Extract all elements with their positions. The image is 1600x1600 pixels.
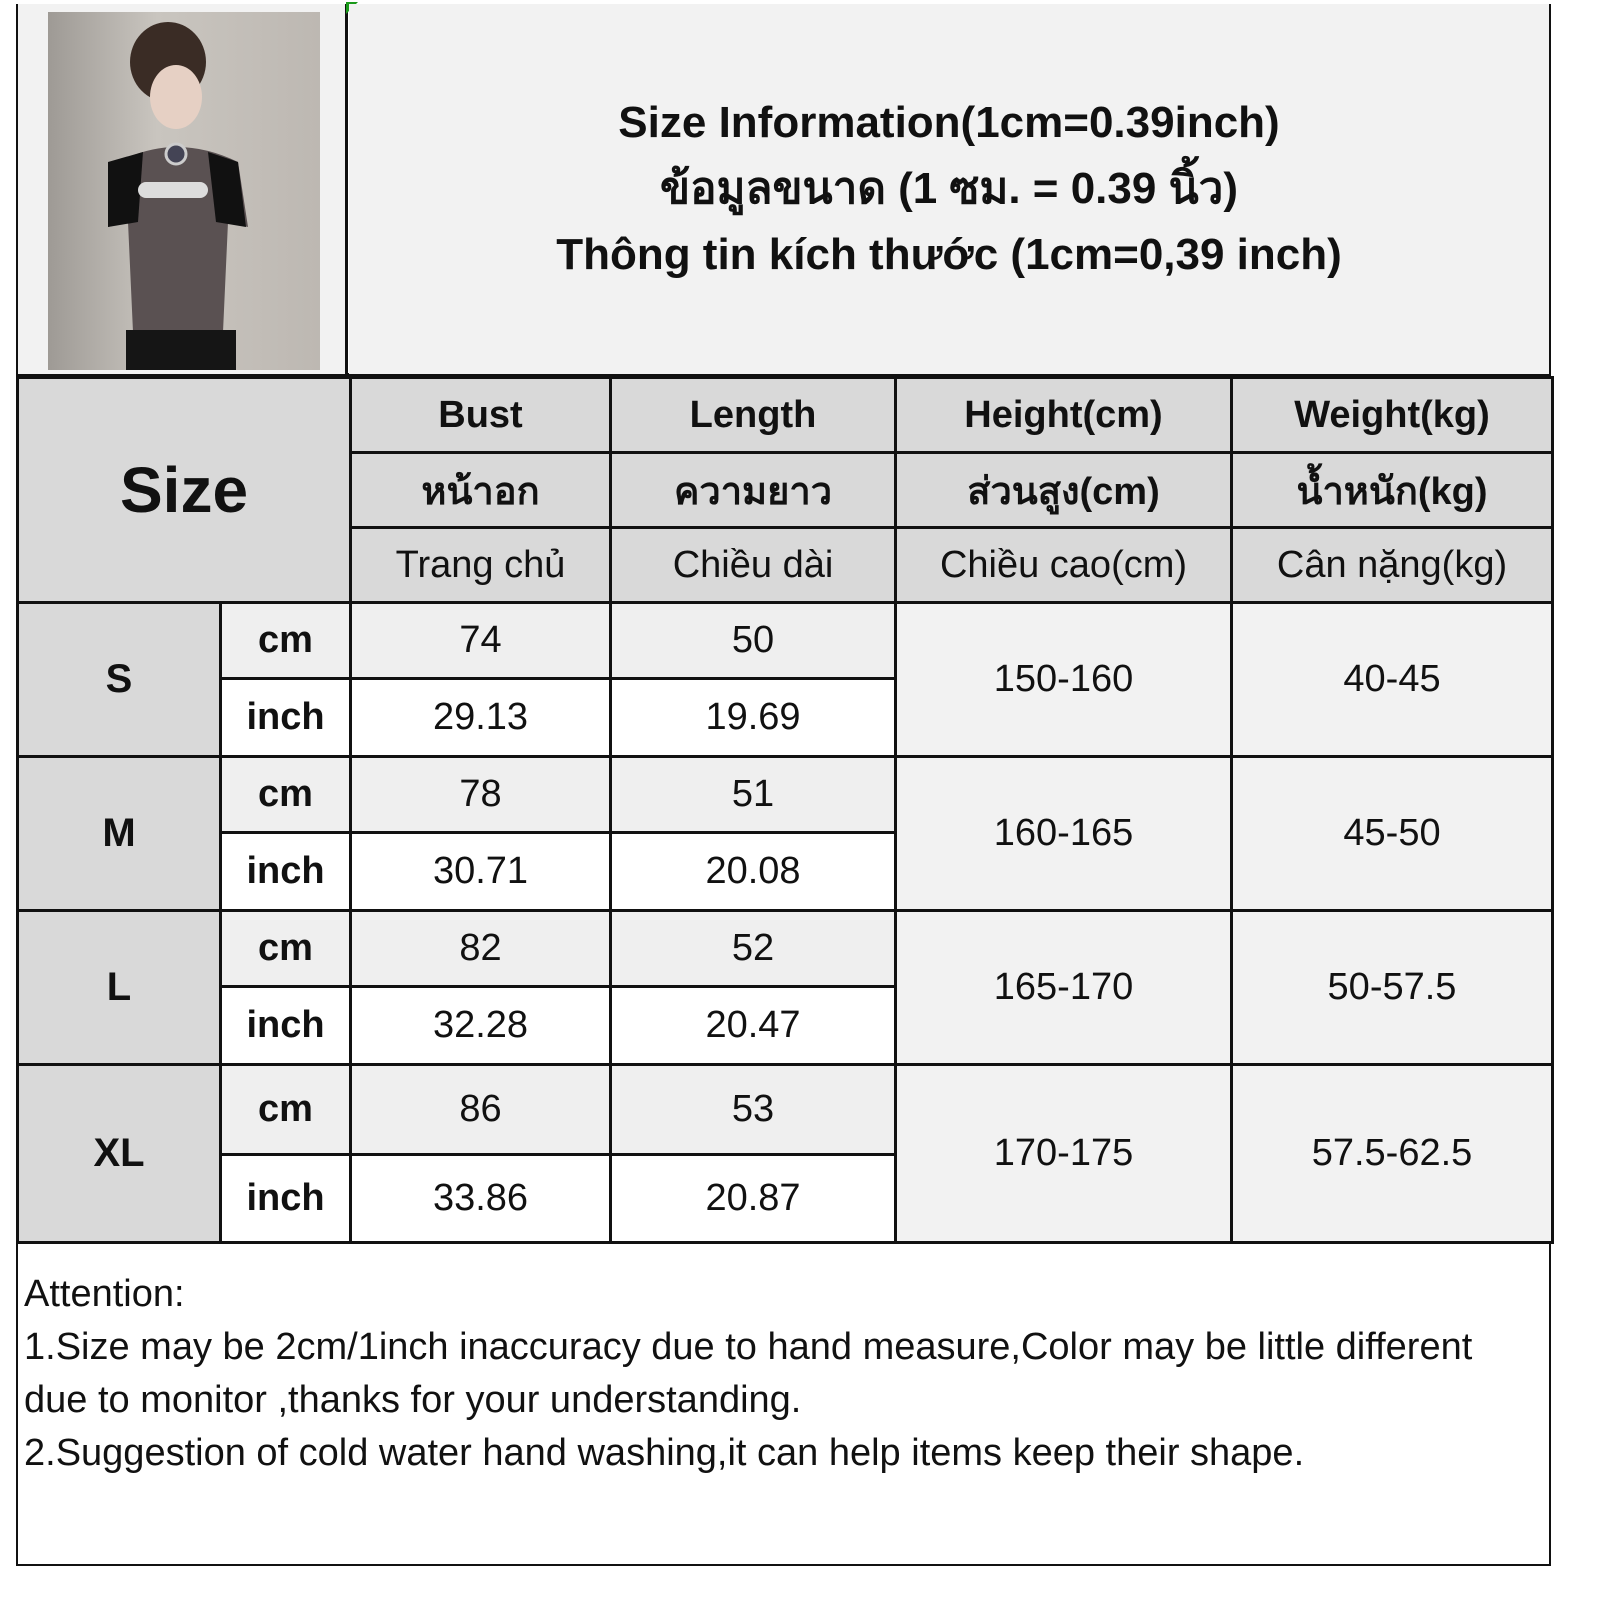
note-2: 2.Suggestion of cold water hand washing,… [24,1432,1305,1474]
height-range: 170-175 [894,1063,1233,1244]
col-height-vi: Chiều cao(cm) [894,526,1233,604]
col-length-vi: Chiều dài [609,526,897,604]
col-weight-th: น้ำหนัก(kg) [1230,451,1554,529]
col-bust-th: หน้าอก [349,451,612,529]
col-bust-vi: Trang chủ [349,526,612,604]
weight-range: 40-45 [1230,601,1554,758]
weight-range: 57.5-62.5 [1230,1063,1554,1244]
bust-cm: 74 [349,601,612,680]
notes-heading: Attention: [24,1273,185,1315]
bust-inch: 32.28 [349,985,612,1066]
col-weight-vi: Cân nặng(kg) [1230,526,1554,604]
size-l: L [16,909,222,1066]
product-photo-cell [18,4,348,374]
bust-cm: 86 [349,1063,612,1156]
bust-inch: 33.86 [349,1153,612,1244]
unit-inch: inch [219,831,352,912]
unit-cm: cm [219,755,352,834]
length-cm: 53 [609,1063,897,1156]
bust-cm: 82 [349,909,612,988]
size-s: S [16,601,222,758]
length-cm: 50 [609,601,897,680]
size-header: Size [16,376,352,604]
length-inch: 20.87 [609,1153,897,1244]
length-cm: 51 [609,755,897,834]
note-1: 1.Size may be 2cm/1inch inaccuracy due t… [24,1326,1473,1421]
length-inch: 19.69 [609,677,897,758]
col-bust-en: Bust [349,376,612,454]
col-height-en: Height(cm) [894,376,1233,454]
size-table: Size Bust Length Height(cm) Weight(kg) ห… [16,376,1554,1244]
bust-cm: 78 [349,755,612,834]
title-vi: Thông tin kích thước (1cm=0,39 inch) [556,230,1342,279]
unit-inch: inch [219,1153,352,1244]
weight-range: 45-50 [1230,755,1554,912]
col-length-en: Length [609,376,897,454]
unit-cm: cm [219,601,352,680]
bust-inch: 29.13 [349,677,612,758]
unit-inch: inch [219,677,352,758]
length-inch: 20.47 [609,985,897,1066]
title-th: ข้อมูลขนาด (1 ซม. = 0.39 นิ้ว) [659,164,1238,213]
product-photo [48,12,320,370]
height-range: 165-170 [894,909,1233,1066]
title-block: Size Information(1cm=0.39inch) ข้อมูลขนา… [349,4,1549,374]
size-xl: XL [16,1063,222,1244]
length-cm: 52 [609,909,897,988]
header-section: Size Information(1cm=0.39inch) ข้อมูลขนา… [16,2,1551,376]
length-inch: 20.08 [609,831,897,912]
size-m: M [16,755,222,912]
bust-inch: 30.71 [349,831,612,912]
col-height-th: ส่วนสูง(cm) [894,451,1233,529]
title-en: Size Information(1cm=0.39inch) [618,98,1280,147]
col-length-th: ความยาว [609,451,897,529]
unit-cm: cm [219,1063,352,1156]
col-weight-en: Weight(kg) [1230,376,1554,454]
height-range: 160-165 [894,755,1233,912]
weight-range: 50-57.5 [1230,909,1554,1066]
unit-inch: inch [219,985,352,1066]
unit-cm: cm [219,909,352,988]
height-range: 150-160 [894,601,1233,758]
attention-notes: Attention: 1.Size may be 2cm/1inch inacc… [24,1268,1524,1480]
